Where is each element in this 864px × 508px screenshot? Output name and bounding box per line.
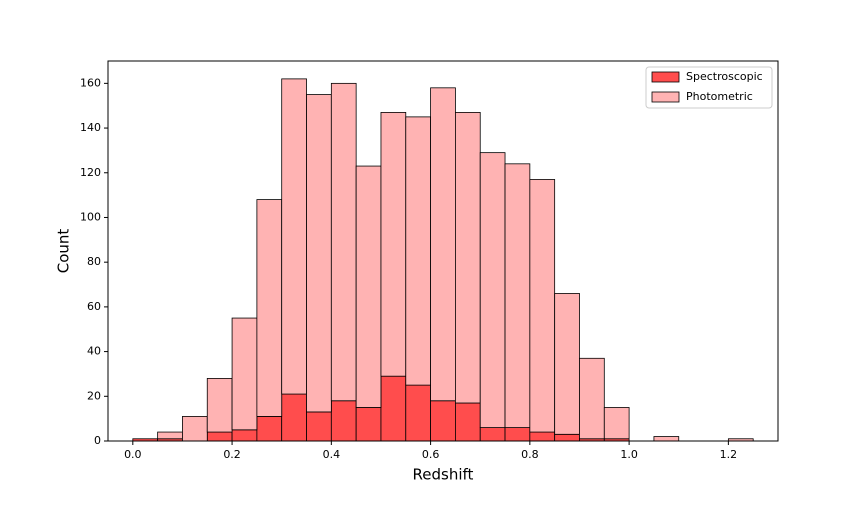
bar [281,393,307,442]
bar [504,163,531,428]
bar [206,431,233,442]
bar [504,427,531,442]
bar [554,433,580,442]
bar [355,165,382,408]
bar [479,427,506,442]
bar [182,416,208,442]
bar [306,94,332,413]
bar [479,152,506,428]
legend-label: Photometric [686,90,753,103]
y-tick-label: 100 [80,210,101,223]
x-tick-label: 1.2 [720,448,738,461]
bar [603,407,630,440]
bar [430,87,456,402]
bar [579,357,605,440]
x-tick-label: 0.8 [521,448,539,461]
y-tick-label: 0 [94,434,101,447]
x-tick-label: 0.4 [323,448,341,461]
y-tick-label: 140 [80,121,101,134]
bar [405,116,431,386]
bar [157,431,183,440]
bar [231,317,258,431]
bar [330,400,357,442]
x-axis-label: Redshift [413,466,474,484]
bar [380,112,407,377]
y-tick-label: 60 [87,300,101,313]
y-axis-label: Count [55,229,73,274]
bar [554,293,580,435]
bar [380,375,407,442]
legend-label: Spectroscopic [686,70,763,83]
bar [653,436,680,442]
y-tick-label: 40 [87,345,101,358]
x-tick-label: 0.6 [422,448,440,461]
bar [281,78,307,395]
axes-frame [107,60,779,442]
bar [355,407,382,442]
bar [206,378,233,433]
y-tick-label: 160 [80,76,101,89]
y-tick-label: 80 [87,255,101,268]
bar [256,199,283,417]
y-tick-label: 120 [80,166,101,179]
bar [330,82,357,402]
bar [529,431,556,442]
y-tick-label: 20 [87,389,101,402]
x-tick-label: 1.0 [620,448,638,461]
legend-swatch [651,71,680,83]
bar [256,416,283,442]
bar [529,179,556,433]
bar [455,112,481,404]
bar [430,400,456,442]
legend-swatch [651,91,680,103]
bar [455,402,481,442]
bar [405,384,431,442]
x-tick-label: 0.0 [124,448,142,461]
bar [306,411,332,442]
x-tick-label: 0.2 [223,448,241,461]
bar [231,429,258,442]
